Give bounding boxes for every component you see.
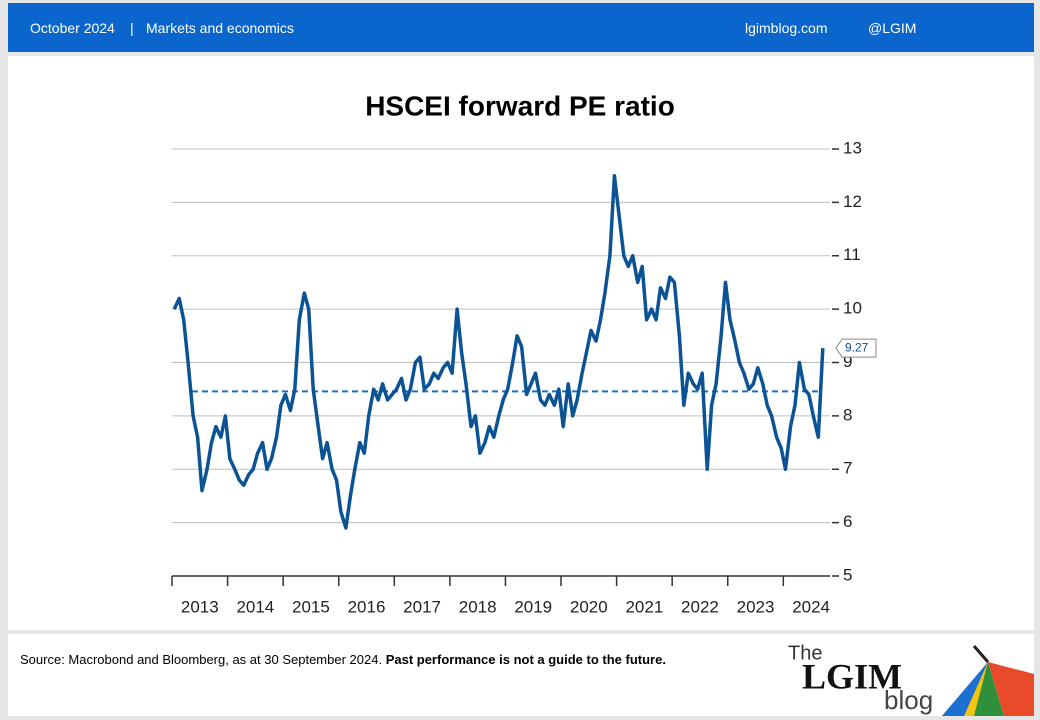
y-tick-label: 8 — [843, 405, 852, 424]
x-tick-label: 2021 — [625, 597, 663, 616]
umbrella — [942, 645, 1034, 716]
x-tick-label: 2024 — [792, 597, 830, 616]
date: October 2024 — [30, 20, 115, 36]
x-tick-label: 2017 — [403, 597, 441, 616]
site[interactable]: lgimblog.com — [745, 20, 828, 36]
x-tick-label: 2020 — [570, 597, 608, 616]
last-value-label: 9.27 — [845, 340, 869, 354]
disclaimer: Past performance is not a guide to the f… — [385, 652, 666, 667]
x-tick-label: 2014 — [236, 597, 274, 616]
logo-the: The — [788, 642, 822, 664]
x-tick-label: 2023 — [737, 597, 775, 616]
series-line — [172, 173, 825, 530]
logo-blog: blog — [884, 685, 933, 715]
y-tick-label: 5 — [843, 565, 852, 584]
y-tick-label: 13 — [843, 138, 862, 157]
header-bar: October 2024 | Markets and economics lgi… — [8, 3, 1034, 52]
handle[interactable]: @LGIM — [868, 20, 917, 36]
source-note: Source: Macrobond and Bloomberg, as at 3… — [20, 652, 666, 667]
x-tick-label: 2019 — [514, 597, 552, 616]
chart-title: HSCEI forward PE ratio — [365, 90, 675, 121]
separator: | — [130, 20, 134, 36]
footer: Source: Macrobond and Bloomberg, as at 3… — [8, 634, 1034, 716]
y-tick-label: 10 — [843, 299, 862, 318]
logo-name: LGIM — [802, 656, 902, 696]
x-tick-label: 2013 — [181, 597, 219, 616]
logo: The LGIM blog — [788, 642, 1034, 716]
y-tick-label: 11 — [843, 245, 861, 264]
x-tick-label: 2018 — [459, 597, 497, 616]
x-tick-label: 2016 — [348, 597, 386, 616]
callout-box — [835, 338, 877, 358]
chart: HSCEI forward PE ratio 5 6 7 8 9 10 11 12 13 2013… — [171, 90, 877, 616]
y-tick-label: 6 — [843, 512, 852, 531]
y-tick-label: 12 — [843, 192, 862, 211]
section[interactable]: Markets and economics — [146, 20, 294, 36]
x-tick-label: 2015 — [292, 597, 330, 616]
x-tick-label: 2022 — [681, 597, 719, 616]
y-tick-label: 9 — [843, 352, 852, 371]
y-tick-label: 7 — [843, 459, 852, 478]
source: Source: Macrobond and Bloomberg, as at 3… — [20, 652, 383, 667]
